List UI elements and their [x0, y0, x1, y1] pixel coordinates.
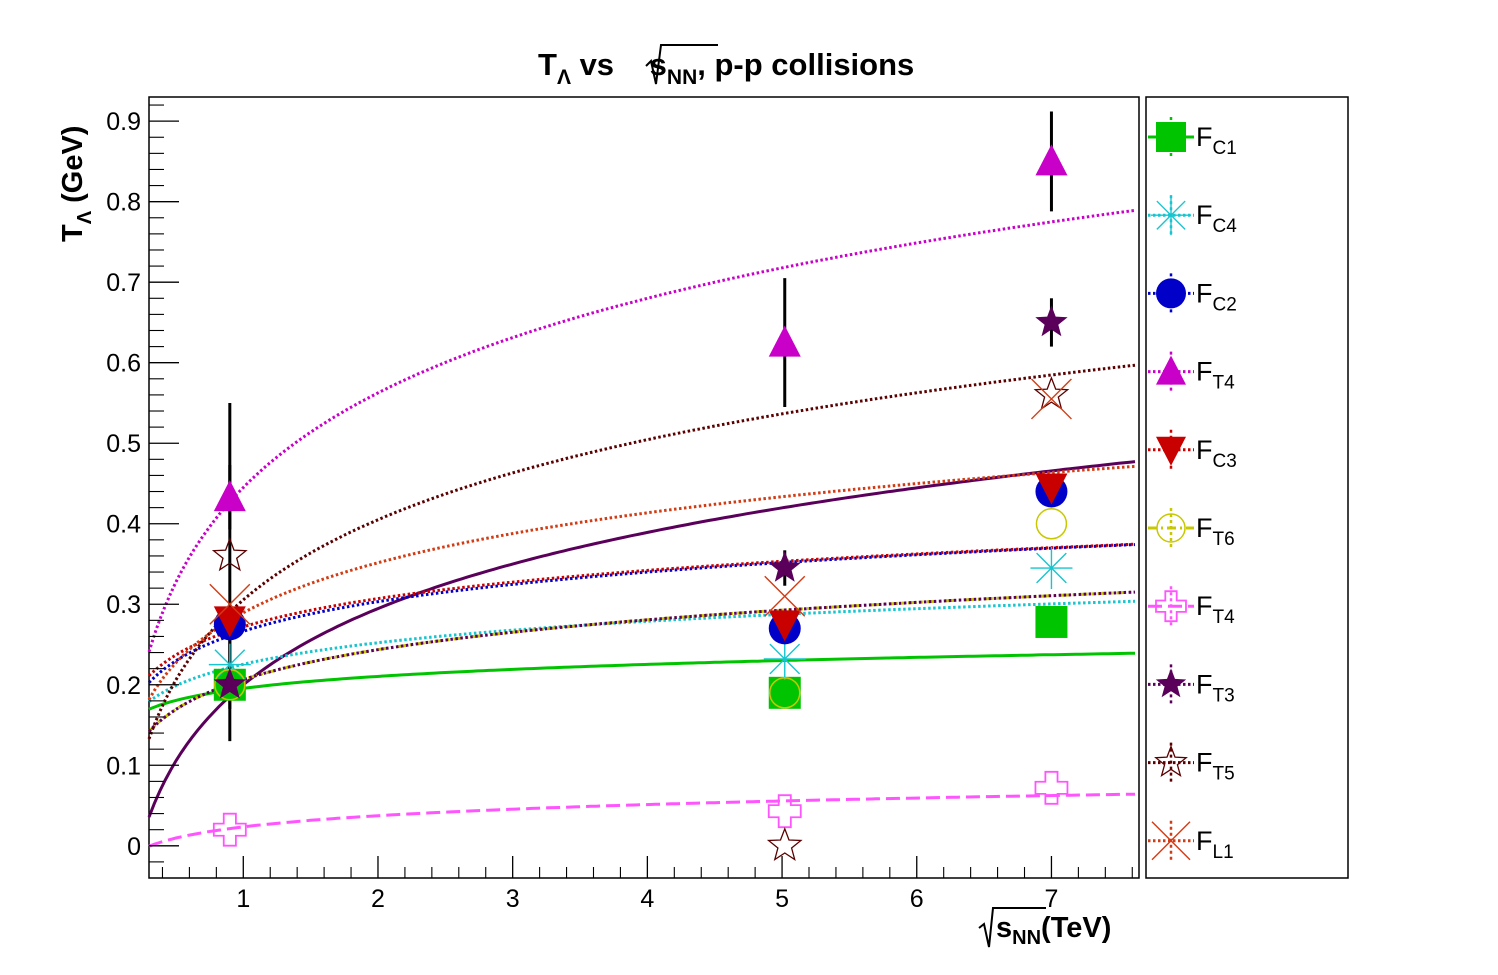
chart-title: TΛ vs sNN, p-p collisions: [538, 47, 914, 89]
y-tick-label: 0.4: [106, 511, 141, 539]
y-tick-label: 0.1: [106, 752, 141, 780]
fit-curve-c2-2: [147, 543, 1136, 684]
y-tick-label: 0.3: [106, 591, 141, 619]
fit-curve-c4-1: [148, 599, 1136, 703]
point-c3-4-1: [768, 610, 801, 642]
y-tick-label: 0.9: [106, 108, 141, 136]
fit-curve-c3-4: [147, 542, 1136, 677]
legend-entry-t3-7: FT3: [1148, 664, 1235, 706]
fit-curves: [147, 208, 1136, 848]
legend-marker-l1-9: [1151, 821, 1191, 861]
legend-entry-c3-4: FC3: [1148, 429, 1237, 472]
legend-entry-c4-1: FC4: [1148, 195, 1237, 237]
y-tick-label: 0.7: [106, 269, 141, 297]
x-axis-label: sNN(TeV): [996, 912, 1111, 949]
x-tick-label: 5: [775, 885, 789, 913]
point-c3-4-0: [213, 606, 246, 638]
legend-label: FT6: [1196, 513, 1235, 550]
legend-marker-t4-3: [1156, 355, 1186, 385]
point-c4-1-1: [763, 637, 806, 680]
point-c1-0-1: [768, 676, 801, 709]
legend-label: FT5: [1196, 748, 1235, 785]
point-t4-6-1: [767, 794, 802, 829]
y-tick-label: 0: [127, 833, 141, 861]
point-t5-8-2: [1033, 376, 1070, 411]
fit-curve-t3-7: [147, 590, 1136, 733]
title-root-sign: [645, 44, 718, 85]
axes: 1 2 3 4 5 6 7 0 0.1 0.2 0.3 0.4 0.5 0.6 0.7 0.8 0.9: [106, 104, 1133, 913]
point-t6-5-2: [1035, 507, 1068, 540]
fit-curve-t4-6: [148, 792, 1136, 848]
data-markers: [208, 144, 1073, 861]
fit-curve-t5-8: [147, 363, 1136, 740]
point-l1-9-1: [764, 575, 806, 617]
fit-curve-t4-3: [147, 208, 1136, 653]
x-label-root-sign: [978, 907, 1046, 948]
legend-marker-t6-5: [1156, 513, 1186, 543]
legend-marker-t3-7: [1155, 668, 1187, 698]
legend-box: [1145, 96, 1349, 879]
point-t3-7-0: [213, 667, 246, 699]
point-t4-6-2: [1034, 770, 1069, 805]
point-c4-1-2: [1030, 547, 1073, 590]
point-t4-3-1: [768, 325, 801, 357]
x-tick-label: 7: [1044, 885, 1058, 913]
legend-label: FC2: [1196, 278, 1237, 315]
legend-label: FT4: [1196, 357, 1235, 394]
legend-entry-c1-0: FC1: [1148, 117, 1237, 159]
error-bars: [228, 111, 1053, 742]
legend-entry-t4-3: FT4: [1148, 351, 1235, 394]
point-t4-3-2: [1035, 144, 1068, 176]
point-l1-9-2: [1030, 378, 1072, 420]
point-c1-0-2: [1035, 605, 1068, 638]
legend-marker-c1-0: [1156, 122, 1186, 152]
point-l1-9-0: [209, 583, 251, 625]
legend-marker-t5-8: [1154, 744, 1188, 777]
point-c3-4-2: [1035, 473, 1068, 505]
y-tick-label: 0.8: [106, 189, 141, 217]
x-tick-label: 4: [640, 885, 654, 913]
y-tick-label: 0.5: [106, 430, 141, 458]
legend-label: FT3: [1196, 669, 1235, 706]
legend-entry-t6-5: FT6: [1148, 508, 1235, 550]
fit-curve-extra: [147, 460, 1136, 818]
legend: FC1 FC4 FC2 FT4 FC3 FT6 FT4 FT3 FT5 FL1: [1148, 117, 1237, 863]
fit-curve-l1-9: [147, 464, 1136, 701]
x-tick-label: 3: [506, 885, 520, 913]
legend-label: FC3: [1196, 435, 1237, 472]
legend-entry-t4-6: FT4: [1148, 586, 1235, 628]
legend-marker-c2-2: [1156, 278, 1186, 309]
plot-frame: [148, 96, 1140, 879]
point-t5-8-1: [766, 826, 803, 861]
point-t3-7-1: [768, 551, 801, 582]
point-t3-7-2: [1035, 305, 1068, 337]
legend-label: FC1: [1196, 122, 1237, 159]
legend-marker-c3-4: [1156, 436, 1186, 466]
y-axis-label: TΛ (GeV): [57, 126, 96, 242]
legend-label: FC4: [1196, 200, 1237, 237]
legend-entry-c2-2: FC2: [1148, 273, 1237, 315]
fit-curve-t6-5: [147, 590, 1136, 733]
y-tick-label: 0.6: [106, 350, 141, 378]
legend-label: FT4: [1196, 591, 1235, 628]
x-tick-label: 2: [371, 885, 385, 913]
x-tick-label: 6: [910, 885, 924, 913]
legend-entry-t5-8: FT5: [1148, 742, 1235, 785]
point-t6-5-1: [769, 677, 801, 709]
legend-marker-c4-1: [1151, 195, 1191, 236]
point-t5-8-0: [211, 537, 248, 572]
x-tick-label: 1: [236, 885, 250, 913]
y-tick-label: 0.2: [106, 672, 141, 700]
legend-entry-l1-9: FL1: [1148, 820, 1234, 863]
point-t4-6-0: [212, 812, 247, 847]
point-t4-3-0: [213, 480, 246, 512]
fit-curve-c1-0: [148, 651, 1136, 711]
legend-label: FL1: [1196, 826, 1234, 863]
legend-marker-t4-6: [1155, 590, 1187, 623]
